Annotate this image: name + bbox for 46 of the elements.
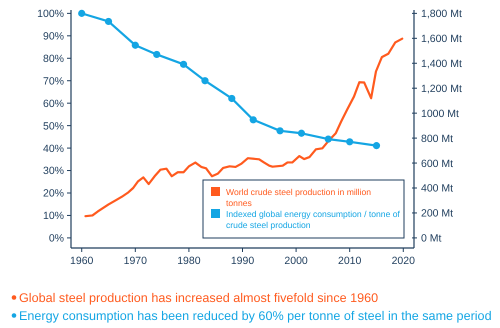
x-tick-label: 1990 <box>230 255 254 267</box>
point <box>153 50 160 58</box>
y2-tick-label: 1,600 Mt <box>421 33 462 46</box>
y-tick-label: 80% <box>42 52 64 65</box>
x-tick-label: 1960 <box>70 255 94 267</box>
point <box>201 77 209 84</box>
x-tick-label: 1980 <box>177 255 201 267</box>
line-series <box>84 38 404 218</box>
y-tick-label: 90% <box>42 30 64 43</box>
y2-tick-label: 600 Mt <box>421 158 454 170</box>
y-tick-label: 50% <box>42 120 64 132</box>
legend-label: World crude steel production in million tonnes <box>226 187 372 208</box>
x-tick-label: 2000 <box>284 255 308 267</box>
y2-tick-label: 200 Mt <box>421 208 454 220</box>
text: Energy consumption has been reduced by 60% per tonne of steel in the same period <box>19 309 492 323</box>
y-tick-label: 30% <box>42 165 64 178</box>
legend-label: Indexed global energy consumption / tonne of crude steel production <box>226 209 401 230</box>
x-tick-label: 2010 <box>338 255 362 267</box>
point <box>104 18 112 26</box>
point <box>276 127 284 134</box>
y-tick-label: 20% <box>42 188 64 200</box>
point <box>78 10 86 17</box>
x-tick-label: 2020 <box>392 255 416 267</box>
y-tick-label: 40% <box>42 142 64 155</box>
text: Global steel production has increased almost fivefold since 1960 <box>19 291 378 305</box>
y-tick-label: 100% <box>37 8 64 20</box>
point <box>372 142 380 150</box>
point <box>250 116 257 124</box>
y-tick-label: 70% <box>42 75 64 88</box>
y2-tick-label: 1,400 Mt <box>421 58 462 70</box>
y2-tick-label: 1,800 Mt <box>421 8 462 20</box>
y2-tick-label: 0 Mt <box>421 232 442 245</box>
point <box>346 138 354 146</box>
y-tick-label: 10% <box>42 210 64 222</box>
point <box>298 130 306 137</box>
point <box>324 136 332 143</box>
y2-tick-label: 400 Mt <box>421 182 454 195</box>
point <box>228 94 236 102</box>
point <box>132 42 139 49</box>
y-tick-label: 60% <box>42 98 64 110</box>
point <box>180 60 188 68</box>
y2-tick-label: 1000 Mt <box>421 108 460 120</box>
x-tick-label: 1970 <box>124 255 148 267</box>
y-tick-label: 0% <box>48 232 64 245</box>
y2-tick-label: 800 Mt <box>421 132 454 145</box>
y2-tick-label: 1,200 Mt <box>421 82 462 95</box>
